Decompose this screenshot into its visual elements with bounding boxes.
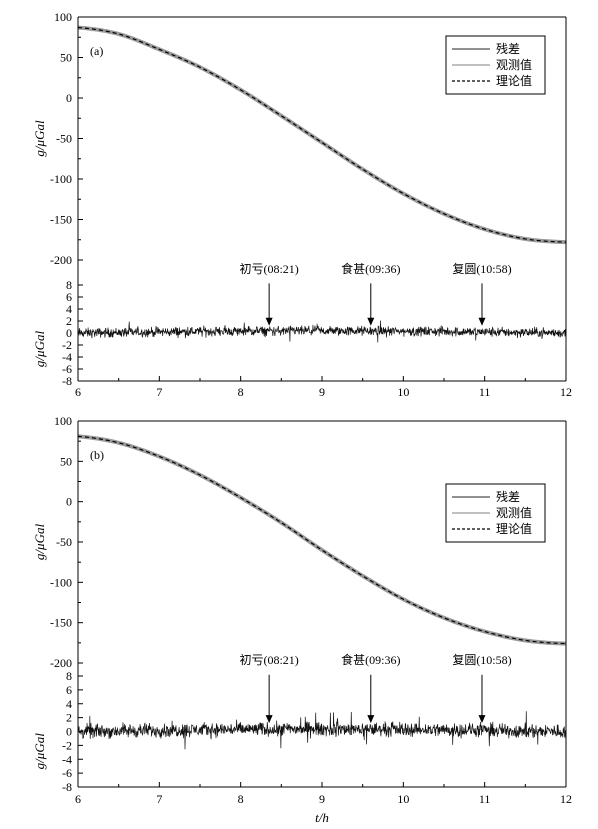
bottom-y-axis-label: g/μGal — [32, 733, 47, 770]
bottom-y-tick-label: -2 — [62, 738, 72, 752]
legend-entry-1: 残差 — [496, 42, 520, 56]
annotation-arrow-head — [367, 715, 375, 724]
bottom-y-tick-label: 8 — [66, 278, 72, 292]
annotation-label-2: 食甚(09:36) — [341, 652, 400, 667]
bottom-y-tick-label: 6 — [66, 683, 72, 697]
top-y-tick-label: 50 — [60, 454, 72, 468]
bottom-y-axis-label: g/μGal — [32, 331, 47, 368]
x-tick-label: 7 — [156, 385, 162, 399]
top-y-tick-label: 100 — [54, 414, 72, 428]
bottom-y-tick-label: 4 — [66, 697, 72, 711]
x-tick-label: 12 — [560, 385, 572, 399]
top-y-tick-label: 0 — [66, 495, 72, 509]
bottom-y-tick-label: 6 — [66, 290, 72, 304]
bottom-y-tick-label: -4 — [62, 350, 72, 364]
panel-label: (b) — [90, 448, 104, 462]
bottom-y-tick-label: 0 — [66, 725, 72, 739]
top-y-axis-label: g/μGal — [32, 120, 47, 157]
x-tick-label: 6 — [75, 792, 81, 806]
top-y-tick-label: -100 — [50, 575, 72, 589]
bottom-y-tick-label: 2 — [66, 314, 72, 328]
annotation-arrow-head — [367, 317, 375, 326]
top-y-tick-label: -100 — [50, 172, 72, 186]
bottom-y-tick-label: -8 — [62, 374, 72, 388]
x-tick-label: 12 — [560, 792, 572, 806]
annotation-label-2: 食甚(09:36) — [341, 261, 400, 276]
annotation-arrow-head — [478, 317, 486, 326]
legend-entry-2: 观测值 — [496, 505, 532, 520]
theoretical-series-line — [77, 26, 567, 243]
bottom-y-tick-label: -6 — [62, 362, 72, 376]
legend-entry-3: 理论值 — [496, 73, 532, 88]
bottom-y-tick-label: 2 — [66, 711, 72, 725]
annotation-arrow-head — [265, 317, 273, 326]
annotation-label-3: 复圆(10:58) — [452, 262, 511, 276]
x-tick-label: 8 — [238, 792, 244, 806]
bottom-y-tick-label: -6 — [62, 766, 72, 780]
bottom-y-tick-label: -8 — [62, 780, 72, 794]
annotation-label-3: 复圆(10:58) — [452, 653, 511, 667]
top-y-tick-label: -50 — [56, 132, 72, 146]
bottom-y-tick-label: 4 — [66, 302, 72, 316]
top-y-tick-label: -150 — [50, 213, 72, 227]
x-tick-label: 8 — [238, 385, 244, 399]
top-y-tick-label: -200 — [50, 656, 72, 670]
theoretical-series-line — [77, 435, 567, 645]
legend-entry-1: 残差 — [496, 490, 520, 504]
top-y-tick-label: -50 — [56, 535, 72, 549]
x-tick-label: 7 — [156, 792, 162, 806]
annotation-label-1: 初亏(08:21) — [239, 653, 298, 667]
x-tick-label: 10 — [397, 792, 409, 806]
legend-entry-2: 观测值 — [496, 57, 532, 72]
bottom-y-tick-label: 0 — [66, 326, 72, 340]
x-axis-label: t/h — [315, 810, 329, 825]
top-y-tick-label: -200 — [50, 253, 72, 267]
annotation-arrow-head — [265, 715, 273, 724]
annotation-arrow-head — [478, 715, 486, 724]
top-y-tick-label: 50 — [60, 51, 72, 65]
legend-entry-3: 理论值 — [496, 521, 532, 536]
x-tick-label: 11 — [479, 385, 491, 399]
panel-b: 100500-50-100-150-200g/μGal(b)残差观测值理论值86… — [32, 414, 572, 825]
top-y-tick-label: 100 — [54, 10, 72, 24]
residual-series-line — [77, 320, 567, 347]
residual-series-line — [77, 711, 567, 750]
bottom-y-tick-label: 8 — [66, 669, 72, 683]
panel-label: (a) — [90, 44, 103, 58]
top-y-tick-label: -150 — [50, 616, 72, 630]
x-tick-label: 9 — [319, 385, 325, 399]
top-y-tick-label: 0 — [66, 91, 72, 105]
x-tick-label: 11 — [479, 792, 491, 806]
top-y-axis-label: g/μGal — [32, 524, 47, 561]
annotation-label-1: 初亏(08:21) — [239, 262, 298, 276]
x-tick-label: 10 — [397, 385, 409, 399]
x-tick-label: 6 — [75, 385, 81, 399]
x-tick-label: 9 — [319, 792, 325, 806]
bottom-y-tick-label: -4 — [62, 752, 72, 766]
bottom-y-tick-label: -2 — [62, 338, 72, 352]
